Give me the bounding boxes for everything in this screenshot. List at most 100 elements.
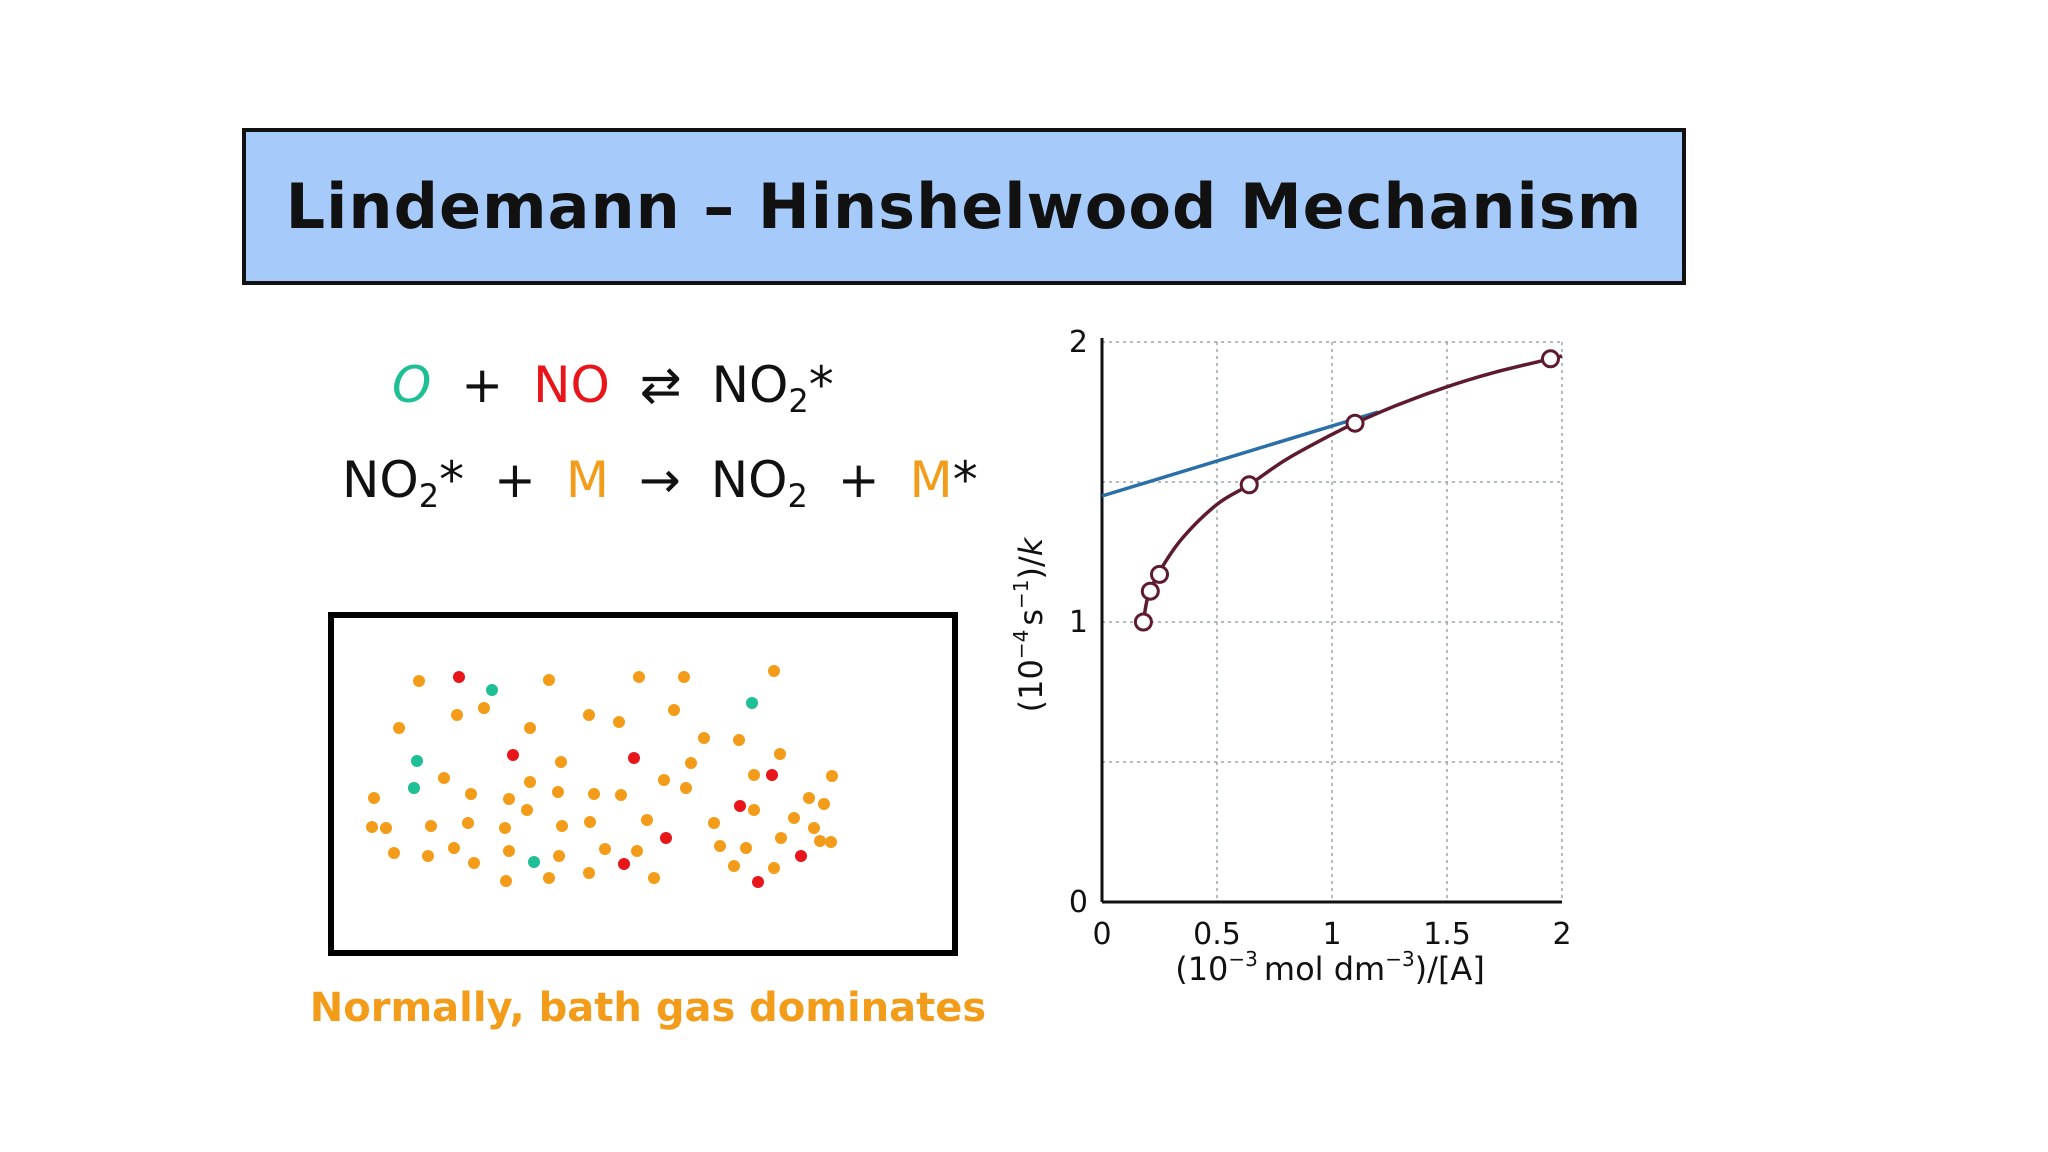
bath-gas-particle	[451, 709, 463, 721]
species-no2-label: NO	[342, 451, 419, 509]
reaction-arrow: →	[638, 451, 681, 509]
no-molecule-particle	[795, 850, 807, 862]
bath-gas-particle	[613, 716, 625, 728]
data-point	[1150, 564, 1169, 584]
bath-gas-particle	[524, 776, 536, 788]
bath-gas-particle	[728, 860, 740, 872]
o-atom-particle	[411, 755, 423, 767]
bath-gas-particle	[648, 872, 660, 884]
bath-gas-particle	[748, 804, 760, 816]
no-molecule-particle	[752, 876, 764, 888]
bath-gas-particle	[814, 835, 826, 847]
bath-gas-particle	[413, 675, 425, 687]
bath-gas-particle	[552, 786, 564, 798]
bath-gas-particle	[768, 862, 780, 874]
bath-gas-particle	[680, 782, 692, 794]
y-tick-label: 2	[1069, 325, 1088, 360]
bath-gas-particle	[668, 704, 680, 716]
no-molecule-particle	[660, 832, 672, 844]
bath-gas-particle	[615, 789, 627, 801]
particle-field	[366, 665, 838, 888]
species-no2-excited: NO2*	[342, 451, 465, 512]
no-molecule-particle	[628, 752, 640, 764]
bath-gas-particle	[803, 792, 815, 804]
y-label-part: (10	[1012, 659, 1050, 712]
y-label-sup: −4	[1009, 630, 1033, 659]
bath-gas-particle	[708, 817, 720, 829]
y-tick-label: 0	[1069, 885, 1088, 920]
bath-gas-particle	[448, 842, 460, 854]
bath-gas-particle	[425, 820, 437, 832]
species-no2-label: NO	[711, 356, 789, 414]
excited-mark: *	[439, 451, 465, 509]
o-atom-particle	[408, 782, 420, 794]
bath-gas-particle	[368, 792, 380, 804]
plus-sign: +	[494, 451, 536, 509]
equilibrium-arrow: ⇄	[639, 356, 682, 414]
bath-gas-particle	[388, 847, 400, 859]
extrapolation-line	[1101, 410, 1379, 498]
title-banner: Lindemann – Hinshelwood Mechanism	[242, 128, 1686, 285]
x-label-part: mol dm	[1264, 950, 1385, 988]
species-o: O	[392, 356, 432, 414]
bath-gas-particle	[775, 832, 787, 844]
species-no2-excited: NO2*	[711, 356, 834, 417]
bath-gas-particle	[826, 770, 838, 782]
axes	[1100, 338, 1562, 904]
x-axis-label: (10−3 mol dm−3)/[A]	[1175, 947, 1485, 988]
bath-gas-particle	[584, 816, 596, 828]
y-label-part: s	[1012, 609, 1050, 626]
bath-gas-particle	[740, 842, 752, 854]
bath-gas-particle	[503, 793, 515, 805]
bath-gas-particle	[556, 820, 568, 832]
data-point	[1239, 475, 1259, 495]
o-atom-particle	[746, 697, 758, 709]
caption: Normally, bath gas dominates	[309, 985, 987, 1031]
bath-gas-particle	[465, 788, 477, 800]
bath-gas-particle	[500, 875, 512, 887]
equation-2: NO2* + M → NO2 + M*	[342, 455, 978, 512]
excited-mark: *	[952, 451, 978, 509]
species-m: M	[565, 451, 609, 509]
bath-gas-particle	[543, 674, 555, 686]
y-label-sup: −1	[1009, 579, 1033, 608]
bath-gas-particle	[714, 840, 726, 852]
species-m-label: M	[909, 451, 953, 509]
bath-gas-particle	[503, 845, 515, 857]
x-tick-label: 0.5	[1193, 917, 1241, 952]
bath-gas-particle	[366, 821, 378, 833]
o-atom-particle	[486, 684, 498, 696]
x-label-part: (10	[1175, 950, 1228, 988]
bath-gas-particle	[422, 850, 434, 862]
bath-gas-particle	[641, 814, 653, 826]
y-label-part: )/	[1012, 556, 1050, 579]
subscript: 2	[418, 477, 440, 515]
bath-gas-particle	[788, 812, 800, 824]
bath-gas-particle	[658, 774, 670, 786]
data-points	[1133, 349, 1560, 632]
bath-gas-particle	[818, 798, 830, 810]
bath-gas-particle	[825, 836, 837, 848]
bath-gas-particle	[633, 671, 645, 683]
plus-sign: +	[461, 356, 504, 414]
bath-gas-particle	[599, 843, 611, 855]
bath-gas-particle	[588, 788, 600, 800]
x-label-part: )/[A]	[1415, 950, 1485, 988]
bath-gas-particle	[631, 845, 643, 857]
no-molecule-particle	[453, 671, 465, 683]
data-point	[1140, 581, 1160, 601]
bath-gas-particle	[468, 857, 480, 869]
y-tick-label: 1	[1069, 605, 1088, 640]
x-label-sup: −3	[1385, 947, 1414, 971]
x-tick-label: 1	[1322, 917, 1341, 952]
bath-gas-particle	[733, 734, 745, 746]
bath-gas-particle	[478, 702, 490, 714]
bath-gas-particle	[524, 722, 536, 734]
no-molecule-particle	[734, 800, 746, 812]
o-atom-particle	[528, 856, 540, 868]
subscript: 2	[787, 477, 808, 515]
data-curve	[1141, 354, 1563, 623]
linear-extrapolation	[1101, 410, 1379, 498]
